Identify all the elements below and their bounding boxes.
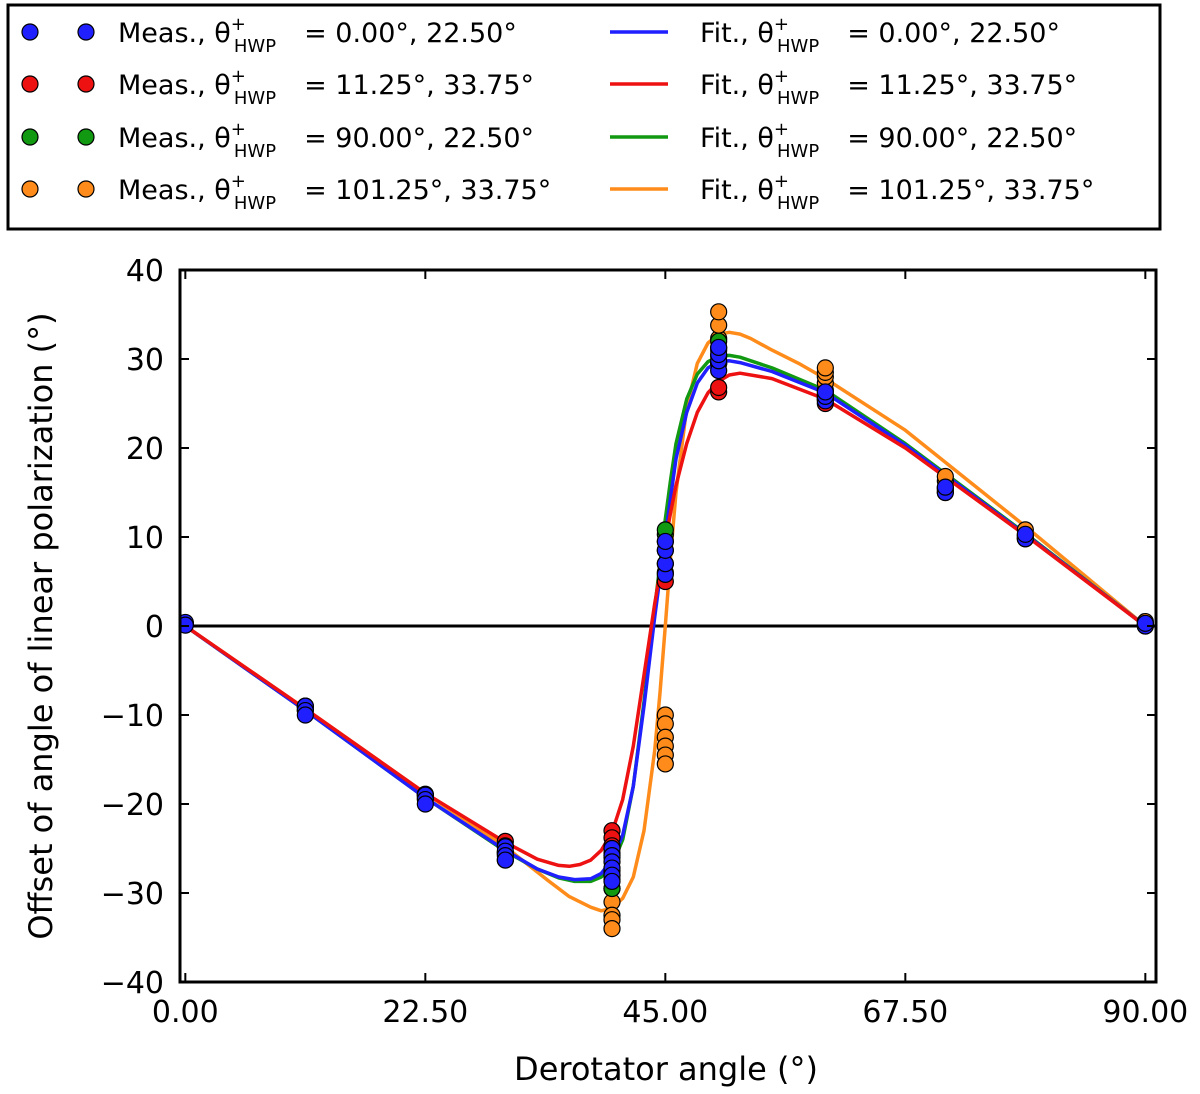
data-point [1136, 614, 1154, 632]
x-tick-label: 0.00 [152, 995, 219, 1030]
legend-label: Meas., θ+ HWP = 11.25°, 33.75° [118, 66, 534, 109]
x-tick-label: 67.50 [862, 995, 948, 1030]
y-tick-label: 20 [126, 432, 164, 467]
legend-marker [21, 128, 39, 146]
data-point [656, 755, 674, 773]
legend-marker [77, 180, 95, 198]
legend-frame [6, 3, 1162, 231]
legend: Meas., θ+ HWP = 0.00°, 22.50° Meas., θ+ HWP =… [6, 3, 1162, 231]
legend-label: Meas., θ+ HWP = 90.00°, 22.50° [118, 119, 534, 162]
legend-label: Meas., θ+ HWP = 101.25°, 33.75° [118, 171, 551, 214]
x-axis-title: Derotator angle (°) [514, 1050, 818, 1088]
data-point [296, 706, 314, 724]
data-point [710, 378, 728, 397]
fit-line [184, 330, 1147, 913]
legend-marker [77, 75, 95, 93]
data-point [496, 851, 514, 869]
legend-marker [21, 180, 39, 198]
legend-marker [21, 75, 39, 93]
fit-line [184, 371, 1147, 869]
legend-marker [77, 128, 95, 146]
data-point [603, 919, 621, 938]
plot-area: 0.00 22.50 45.00 67.50 90.00 −40 −30 −20 −10 0 10… [101, 254, 1189, 1030]
y-axis-title: Offset of angle of linear polarization (… [22, 312, 60, 939]
x-tick-label: 22.50 [382, 995, 468, 1030]
data-point [816, 359, 834, 377]
legend-label: Fit., θ+ HWP = 0.00°, 22.50° [700, 14, 1060, 57]
y-tick-label: −40 [101, 966, 164, 1001]
legend-marker [21, 23, 39, 41]
data-point [1016, 525, 1034, 543]
data-point [816, 383, 834, 401]
data-point [936, 478, 954, 496]
data-point [710, 303, 728, 321]
y-tick-label: 40 [126, 254, 164, 289]
y-tick-label: 0 [145, 610, 164, 645]
data-point [656, 532, 674, 551]
y-tick-label: −10 [101, 699, 164, 734]
legend-label: Fit., θ+ HWP = 90.00°, 22.50° [700, 119, 1077, 162]
legend-marker [77, 23, 95, 41]
y-tick-label: 10 [126, 521, 164, 556]
y-tick-label: −20 [101, 788, 164, 823]
y-tick-label: 30 [126, 343, 164, 378]
y-tick-label: −30 [101, 877, 164, 912]
legend-label: Fit., θ+ HWP = 101.25°, 33.75° [700, 171, 1094, 214]
data-point [710, 338, 728, 357]
legend-label: Meas., θ+ HWP = 0.00°, 22.50° [118, 14, 517, 57]
y-axis: −40 −30 −20 −10 0 10 20 30 40 [101, 254, 1156, 1001]
x-axis: 0.00 22.50 45.00 67.50 90.00 [152, 270, 1188, 1030]
data-point [416, 795, 434, 813]
x-tick-label: 45.00 [622, 995, 708, 1030]
data-point [603, 872, 621, 891]
x-tick-label: 90.00 [1102, 995, 1188, 1030]
legend-label: Fit., θ+ HWP = 11.25°, 33.75° [700, 66, 1077, 109]
